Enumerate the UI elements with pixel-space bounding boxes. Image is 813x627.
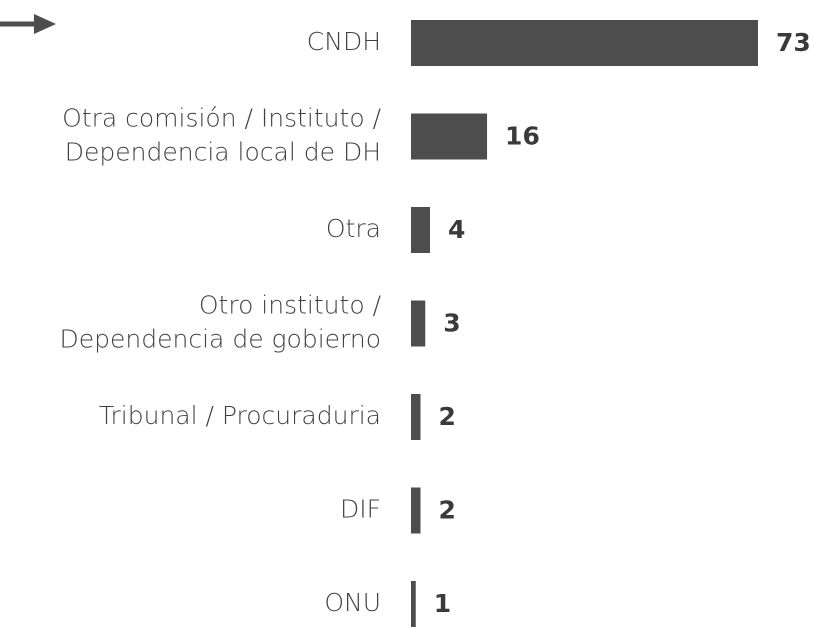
- value-label: 73: [776, 28, 811, 57]
- bar: [411, 300, 426, 347]
- category-label: Otra comisión / Instituto / Dependencia l…: [62, 104, 381, 167]
- bar: [411, 113, 488, 160]
- value-label: 1: [434, 589, 451, 618]
- category-label: ONU: [324, 588, 381, 617]
- value-label: 2: [439, 496, 456, 525]
- category-label: CNDH: [307, 27, 381, 56]
- bar: [411, 487, 421, 534]
- arrow: [0, 14, 56, 34]
- bar: [411, 20, 758, 66]
- category-label: Otra: [326, 214, 381, 243]
- value-label: 2: [439, 402, 456, 431]
- bar: [411, 207, 431, 253]
- category-label: Tribunal / Procuraduria: [99, 401, 381, 430]
- value-label: 16: [505, 122, 540, 151]
- bar: [411, 394, 421, 440]
- category-label: DIF: [340, 495, 381, 524]
- bar: [411, 581, 416, 627]
- value-label: 3: [443, 309, 460, 338]
- value-label: 4: [448, 215, 465, 244]
- category-label: Otro instituto / Dependencia de gobierno: [60, 291, 382, 354]
